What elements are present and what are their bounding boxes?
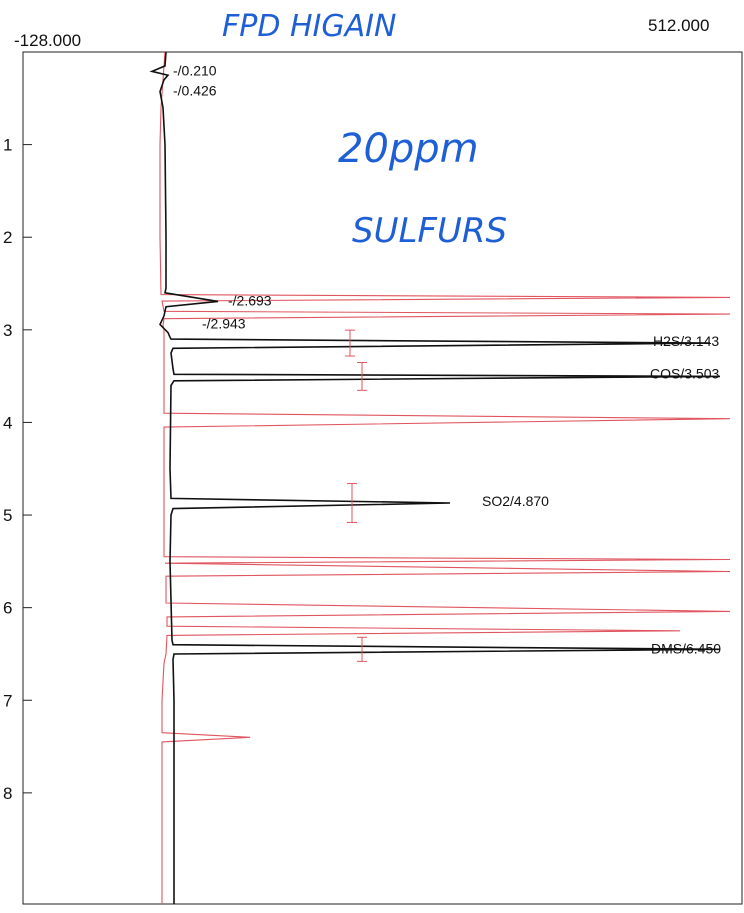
peak-label: -/2.693 xyxy=(228,292,272,308)
overlay-trace xyxy=(159,51,731,904)
error-marker-group xyxy=(345,329,367,662)
error-marker xyxy=(345,329,355,357)
handwritten-concentration: 20ppm xyxy=(338,126,479,172)
peak-label-group: -/0.210 -/0.426 -/2.693 -/2.943 H2S/3.143 COS… xyxy=(173,62,721,656)
error-marker xyxy=(347,483,357,523)
y-tick-label: 1 xyxy=(3,136,12,155)
x-axis-left-label: -128.000 xyxy=(14,31,81,50)
peak-label: -/2.943 xyxy=(202,316,246,332)
main-trace-group xyxy=(149,51,721,904)
plot-frame xyxy=(22,51,743,905)
peak-label: -/0.210 xyxy=(173,62,217,78)
y-tick-label: 6 xyxy=(3,599,12,618)
y-tick-label: 7 xyxy=(3,691,12,710)
y-tick-label: 3 xyxy=(3,321,12,340)
y-tick-label: 5 xyxy=(3,506,12,525)
y-tick-label: 4 xyxy=(3,413,12,432)
peak-label: DMS/6.450 xyxy=(651,640,721,656)
error-marker xyxy=(357,362,367,391)
y-tick-label: 8 xyxy=(3,784,12,803)
handwritten-title: FPD HIGAIN xyxy=(222,9,396,44)
peak-label: -/0.426 xyxy=(173,82,217,98)
peak-label: H2S/3.143 xyxy=(653,333,719,349)
error-marker xyxy=(357,636,367,662)
peak-label: COS/3.503 xyxy=(650,365,719,381)
handwritten-compound-class: SULFURS xyxy=(352,211,507,251)
main-trace xyxy=(149,51,721,904)
peak-label: SO2/4.870 xyxy=(482,493,549,509)
y-tick-label: 2 xyxy=(3,228,12,247)
overlay-trace-group xyxy=(159,51,731,904)
x-axis-right-label: 512.000 xyxy=(648,16,709,35)
y-axis: 1 2 3 4 5 6 7 8 xyxy=(3,136,32,803)
